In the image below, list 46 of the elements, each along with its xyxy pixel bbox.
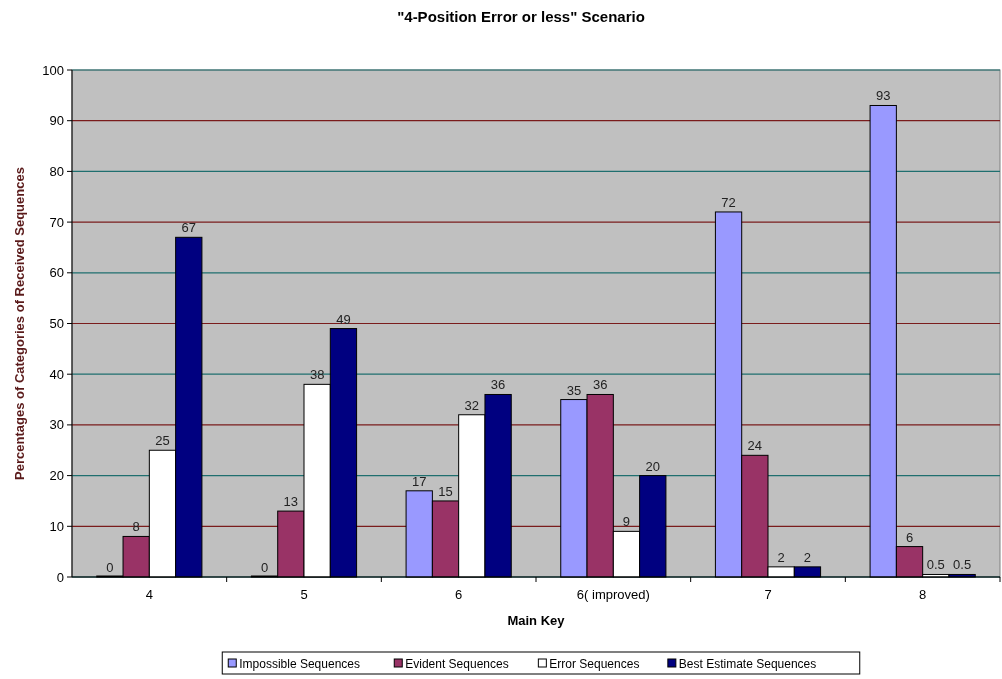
data-label: 32 — [464, 397, 480, 413]
data-label: 2 — [803, 549, 812, 565]
data-label: 0 — [260, 560, 269, 575]
data-label: 0.5 — [926, 557, 945, 573]
y-tick-label: 80 — [49, 163, 64, 179]
data-label: 20 — [645, 458, 661, 474]
x-tick-label: 6 — [455, 587, 463, 602]
legend-label: Best Estimate Sequences — [678, 656, 817, 671]
y-tick-label: 60 — [49, 265, 64, 281]
x-tick-label: 6( improved) — [576, 587, 650, 602]
data-label: 17 — [411, 473, 427, 489]
data-label: 24 — [747, 438, 763, 454]
y-tick-label: 100 — [42, 62, 64, 78]
data-label: 25 — [155, 433, 170, 449]
data-label: 15 — [438, 483, 453, 499]
data-label: 72 — [721, 194, 736, 210]
y-axis-title: Percentages of Categories of Received Sequences — [12, 167, 27, 480]
data-label: 9 — [622, 514, 631, 530]
data-label: 35 — [566, 382, 582, 398]
y-tick-label: 20 — [49, 468, 64, 484]
data-label: 0 — [106, 560, 114, 575]
data-label: 13 — [283, 494, 299, 510]
x-tick-label: 8 — [919, 587, 927, 602]
data-label: 67 — [181, 220, 197, 236]
y-tick-label: 70 — [49, 214, 64, 230]
x-axis-title: Main Key — [507, 613, 566, 628]
y-tick-label: 30 — [49, 417, 64, 433]
data-label: 6 — [905, 529, 914, 545]
data-label: 0.5 — [953, 557, 972, 573]
y-tick-label: 10 — [49, 518, 64, 534]
data-label: 49 — [336, 311, 351, 327]
x-tick-label: 4 — [145, 587, 153, 602]
legend-label: Evident Sequences — [405, 656, 509, 671]
y-tick-label: 40 — [49, 366, 64, 382]
chart-title: "4-Position Error or less" Scenario — [397, 8, 645, 25]
data-label: 36 — [592, 377, 608, 393]
legend-label: Error Sequences — [549, 656, 640, 671]
data-label: 93 — [875, 88, 891, 104]
legend-label: Impossible Sequences — [239, 656, 360, 671]
data-label: 36 — [490, 377, 506, 393]
y-tick-label: 90 — [49, 113, 64, 129]
x-tick-label: 5 — [300, 587, 308, 602]
y-tick-label: 50 — [49, 316, 64, 331]
y-tick-label: 0 — [56, 569, 64, 585]
data-label: 2 — [777, 549, 785, 565]
x-tick-label: 7 — [764, 587, 772, 602]
